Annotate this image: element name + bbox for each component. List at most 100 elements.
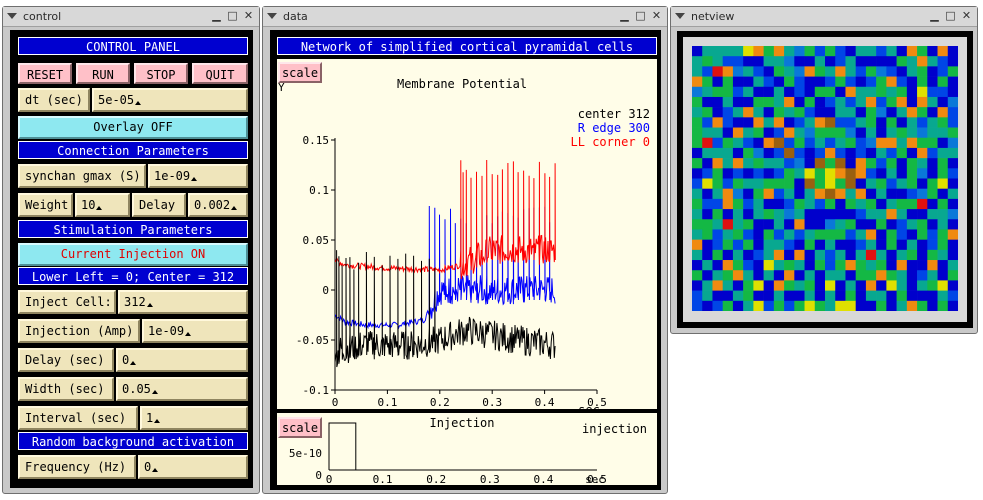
netview-cell bbox=[906, 198, 918, 210]
netview-cell bbox=[876, 96, 887, 108]
netview-cell bbox=[794, 300, 805, 311]
netview-cell bbox=[702, 178, 713, 189]
netview-cell bbox=[692, 56, 703, 67]
netview-cell bbox=[825, 249, 836, 261]
netview-cell bbox=[794, 178, 805, 189]
netview-cell bbox=[947, 168, 958, 179]
netview-cell bbox=[814, 198, 826, 210]
netview-cell bbox=[937, 239, 949, 251]
netview-cell bbox=[886, 239, 897, 251]
netview-cell bbox=[865, 96, 877, 108]
netview-cell bbox=[753, 137, 764, 149]
scale-button[interactable]: scale bbox=[278, 62, 322, 83]
netview-cell bbox=[937, 107, 949, 118]
netview-cell bbox=[937, 280, 949, 291]
netview-titlebar[interactable]: netview ▁ □ ✕ bbox=[671, 7, 977, 27]
netview-cell bbox=[763, 209, 775, 220]
delay-field[interactable]: 0.002 bbox=[188, 193, 248, 217]
netview-cell bbox=[743, 229, 754, 240]
netview-cell bbox=[773, 249, 785, 261]
netview-cell bbox=[886, 280, 897, 291]
maximize-icon[interactable]: □ bbox=[945, 9, 956, 22]
netview-cell bbox=[743, 168, 754, 179]
netview-cell bbox=[886, 158, 897, 169]
netview-cell bbox=[784, 76, 795, 88]
current-injection-toggle[interactable]: Current Injection ON bbox=[18, 243, 248, 266]
series-line-ll-corner-0 bbox=[334, 159, 556, 279]
minimize-icon[interactable]: ▁ bbox=[212, 9, 221, 22]
netview-cell bbox=[773, 137, 785, 149]
synchan-field[interactable]: 1e-09 bbox=[148, 164, 248, 188]
inject-cell-field[interactable]: 312 bbox=[118, 290, 248, 314]
maximize-icon[interactable]: □ bbox=[635, 9, 646, 22]
triangle-menu-icon[interactable] bbox=[267, 13, 277, 19]
netview-cell bbox=[947, 96, 958, 108]
netview-cell bbox=[886, 86, 897, 98]
netview-cell bbox=[947, 117, 958, 128]
netview-cell bbox=[886, 178, 897, 189]
weight-field[interactable]: 10 bbox=[75, 193, 130, 217]
run-button[interactable]: RUN bbox=[76, 63, 130, 84]
close-icon[interactable]: ✕ bbox=[651, 9, 662, 22]
netview-cell bbox=[804, 260, 816, 271]
netview-cell bbox=[917, 66, 928, 77]
netview-cell bbox=[896, 86, 908, 98]
control-titlebar[interactable]: control ▁ □ ✕ bbox=[3, 7, 259, 27]
data-titlebar[interactable]: data ▁ □ ✕ bbox=[263, 7, 667, 27]
netview-cell bbox=[865, 300, 877, 311]
netview-cell bbox=[804, 168, 816, 179]
netview-cell bbox=[855, 117, 867, 128]
quit-button[interactable]: QUIT bbox=[192, 63, 248, 84]
netview-cell bbox=[794, 198, 805, 210]
y-tick-label: 0 bbox=[322, 284, 329, 297]
netview-cell bbox=[692, 66, 703, 77]
netview-cell bbox=[794, 209, 805, 220]
netview-cell bbox=[876, 280, 887, 291]
netview-cell bbox=[732, 178, 744, 189]
width-sec-value: 0.05 bbox=[122, 382, 151, 396]
netview-cell bbox=[927, 56, 938, 67]
close-icon[interactable]: ✕ bbox=[961, 9, 972, 22]
triangle-menu-icon[interactable] bbox=[7, 13, 17, 19]
netview-cell bbox=[947, 56, 958, 67]
netview-cell bbox=[886, 229, 897, 240]
minimize-icon[interactable]: ▁ bbox=[620, 9, 629, 22]
netview-cell bbox=[865, 127, 877, 139]
stop-button[interactable]: STOP bbox=[134, 63, 188, 84]
minimize-icon[interactable]: ▁ bbox=[930, 9, 939, 22]
close-icon[interactable]: ✕ bbox=[243, 9, 254, 22]
overlay-toggle[interactable]: Overlay OFF bbox=[18, 116, 248, 139]
netview-cell bbox=[886, 46, 897, 57]
delay-sec-field[interactable]: 0 bbox=[116, 348, 248, 372]
netview-cell bbox=[753, 300, 764, 311]
netview-cell bbox=[702, 219, 713, 230]
netview-cell bbox=[937, 158, 949, 169]
netview-cell bbox=[794, 260, 805, 271]
netview-cell bbox=[876, 147, 887, 159]
netview-cell bbox=[896, 239, 908, 251]
scale-button-injection[interactable]: scale bbox=[278, 417, 322, 438]
data-frame: Network of simplified cortical pyramidal… bbox=[270, 30, 661, 490]
netview-cell bbox=[835, 209, 846, 220]
maximize-icon[interactable]: □ bbox=[227, 9, 238, 22]
width-sec-field[interactable]: 0.05 bbox=[116, 377, 248, 401]
netview-cell bbox=[917, 198, 928, 210]
x-axis-unit: sec bbox=[578, 403, 600, 409]
frequency-field[interactable]: 0 bbox=[138, 455, 248, 479]
caret-icon bbox=[135, 101, 142, 105]
netview-cell bbox=[937, 127, 949, 139]
netview-cell bbox=[804, 96, 816, 108]
triangle-menu-icon[interactable] bbox=[675, 13, 685, 19]
legend-ll-corner: LL corner 0 bbox=[571, 135, 650, 149]
interval-sec-field[interactable]: 1 bbox=[140, 406, 248, 430]
netview-cell bbox=[835, 280, 846, 291]
netview-cell bbox=[906, 137, 918, 149]
netview-cell bbox=[712, 117, 723, 128]
netview-cell bbox=[865, 209, 877, 220]
netview-cell bbox=[712, 46, 723, 57]
netview-cell bbox=[773, 127, 785, 139]
dt-field[interactable]: 5e-05 bbox=[92, 88, 248, 112]
injection-amp-field[interactable]: 1e-09 bbox=[142, 319, 248, 343]
reset-button[interactable]: RESET bbox=[18, 63, 72, 84]
x-tick-label: 0.3 bbox=[482, 396, 502, 409]
